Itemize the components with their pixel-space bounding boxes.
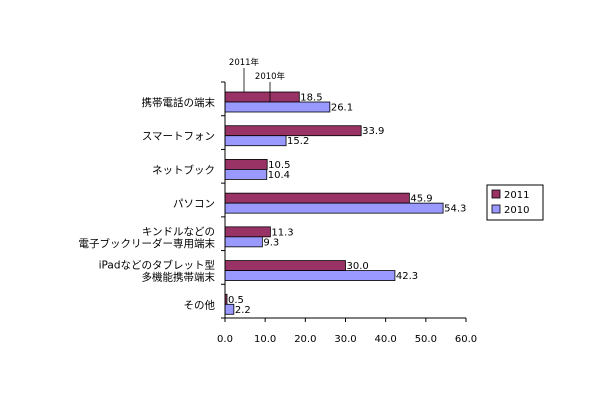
axes-group (221, 81, 467, 322)
annotation-1: 2010年 (255, 71, 286, 82)
category-label-6: その他 (184, 298, 216, 311)
bar-2010-4 (224, 236, 263, 248)
tick-labels-group: 0.0 10.0 20.0 30.0 40.0 50.0 60.0 (217, 334, 477, 345)
value-label-2010-2: 10.4 (268, 170, 290, 181)
value-label-2010-5: 42.3 (396, 271, 418, 282)
annotation-0: 2011年 (229, 57, 260, 68)
bars-group (224, 91, 444, 315)
x-tick-label-1: 10.0 (254, 334, 276, 345)
value-label-2010-3: 54.3 (444, 204, 466, 215)
category-label-5-line0: iPadなどのタブレット型 (99, 259, 215, 272)
category-label-4-line0: キンドルなどの (142, 226, 215, 238)
value-label-2011-0: 18.5 (300, 93, 322, 104)
bar-2010-1 (224, 135, 287, 147)
bar-2010-2 (224, 169, 268, 180)
value-label-2011-4: 11.3 (271, 227, 293, 238)
value-labels-group: 18.5 26.1 33.9 15.2 10.510.4 45.9 54.3 11.39.3 3… (228, 93, 466, 316)
value-label-2011-1: 33.9 (362, 126, 384, 137)
legend-swatch-2011 (491, 189, 501, 199)
category-label-3: パソコン (173, 198, 215, 210)
bar-2010-0 (224, 101, 331, 113)
value-label-2011-5: 30.0 (347, 261, 369, 272)
bar-2011-3 (224, 192, 410, 204)
category-label-5-line1: 多機能携帯端末 (142, 271, 216, 284)
x-tick-label-3: 30.0 (334, 334, 356, 345)
category-label-2: ネットブック (152, 163, 215, 176)
x-tick-label-5: 50.0 (415, 334, 437, 345)
value-label-2010-6: 2.2 (235, 305, 251, 316)
bar-2010-5 (224, 270, 396, 281)
x-tick-label-2: 20.0 (294, 334, 316, 345)
bar-2011-1 (224, 125, 362, 137)
value-label-2010-4: 9.3 (263, 237, 279, 248)
annotations-group: 2011年 2010年 (229, 57, 286, 102)
category-label-4-line1: 電子ブックリーダー専用端末 (79, 237, 216, 250)
bar-2011-2 (224, 159, 268, 170)
category-label-1: スマートフォン (142, 131, 215, 143)
x-tick-label-6: 60.0 (455, 334, 477, 345)
value-label-2010-1: 15.2 (287, 136, 309, 147)
value-label-2011-6: 0.5 (228, 295, 244, 306)
bar-2011-5 (224, 260, 346, 271)
category-labels-group: 携帯電話の端末スマートフォンネットブックパソコンキンドルなどの電子ブックリーダー… (79, 96, 216, 311)
legend-swatch-2010 (491, 204, 501, 214)
value-label-2010-0: 26.1 (331, 103, 353, 114)
x-tick-label-4: 40.0 (375, 334, 397, 345)
x-tick-label-0: 0.0 (217, 334, 233, 345)
category-label-0: 携帯電話の端末 (142, 96, 216, 109)
value-label-2011-3: 45.9 (410, 194, 432, 205)
legend: 2011 2010 (486, 184, 544, 221)
legend-label-2010: 2010 (504, 205, 529, 216)
bar-2011-4 (224, 226, 271, 238)
value-label-2011-2: 10.5 (268, 160, 290, 171)
legend-label-2011: 2011 (504, 190, 529, 201)
bar-2011-0 (224, 91, 300, 103)
